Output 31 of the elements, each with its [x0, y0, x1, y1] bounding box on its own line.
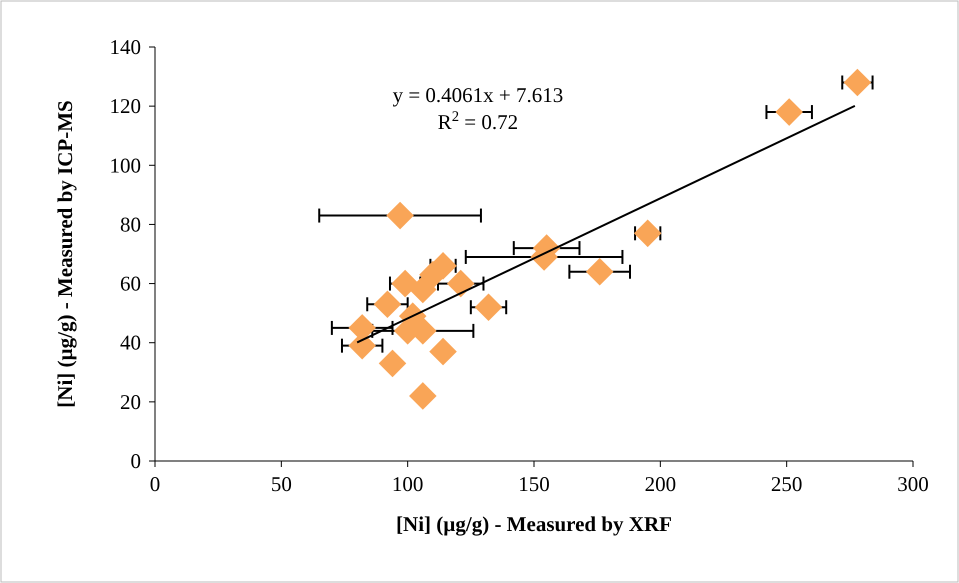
x-tick-label: 300: [897, 472, 929, 496]
y-tick-label: 140: [110, 35, 141, 59]
point: [775, 98, 803, 126]
y-tick-label: 120: [110, 94, 141, 118]
point: [378, 350, 406, 378]
point: [634, 220, 662, 248]
y-tick-label: 60: [120, 272, 141, 296]
annotation: y = 0.4061x + 7.613 R$^{2}$ = 0.72: [392, 83, 564, 134]
point: [409, 276, 437, 304]
x-tick-label: 150: [518, 472, 550, 496]
y-axis-title: [Ni] (µg/g) - Measured by ICP-MS: [53, 100, 77, 408]
x-tick-label: 200: [644, 472, 676, 496]
point: [374, 290, 402, 318]
point: [474, 293, 502, 322]
point: [386, 202, 414, 230]
point: [429, 338, 457, 366]
point: [844, 68, 872, 96]
x-tick-label: 250: [770, 472, 802, 496]
x-tick-label: 50: [270, 472, 292, 496]
point: [391, 270, 419, 298]
y-tick-label: 0: [130, 449, 141, 473]
x-axis-title: [Ni] (µg/g) - Measured by XRF: [396, 512, 672, 536]
point: [586, 258, 614, 286]
point: [409, 382, 437, 410]
y-tick-label: 100: [110, 153, 141, 178]
point: [446, 270, 475, 298]
x-tick-label: 100: [392, 472, 424, 496]
y-tick-label: 40: [120, 330, 141, 355]
y-tick-label: 20: [120, 390, 141, 414]
y-tick-label: 80: [120, 212, 141, 236]
x-tick-label: 0: [150, 472, 160, 496]
